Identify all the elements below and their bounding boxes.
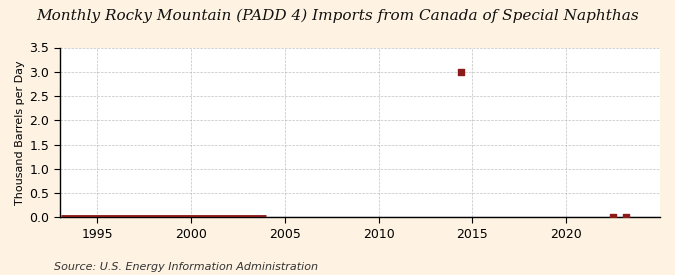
Text: Monthly Rocky Mountain (PADD 4) Imports from Canada of Special Naphthas: Monthly Rocky Mountain (PADD 4) Imports …: [36, 8, 639, 23]
Point: [620, 215, 631, 219]
Y-axis label: Thousand Barrels per Day: Thousand Barrels per Day: [15, 60, 25, 205]
Point: [608, 215, 618, 219]
Text: Source: U.S. Energy Information Administration: Source: U.S. Energy Information Administ…: [54, 262, 318, 272]
Point: [456, 70, 467, 74]
